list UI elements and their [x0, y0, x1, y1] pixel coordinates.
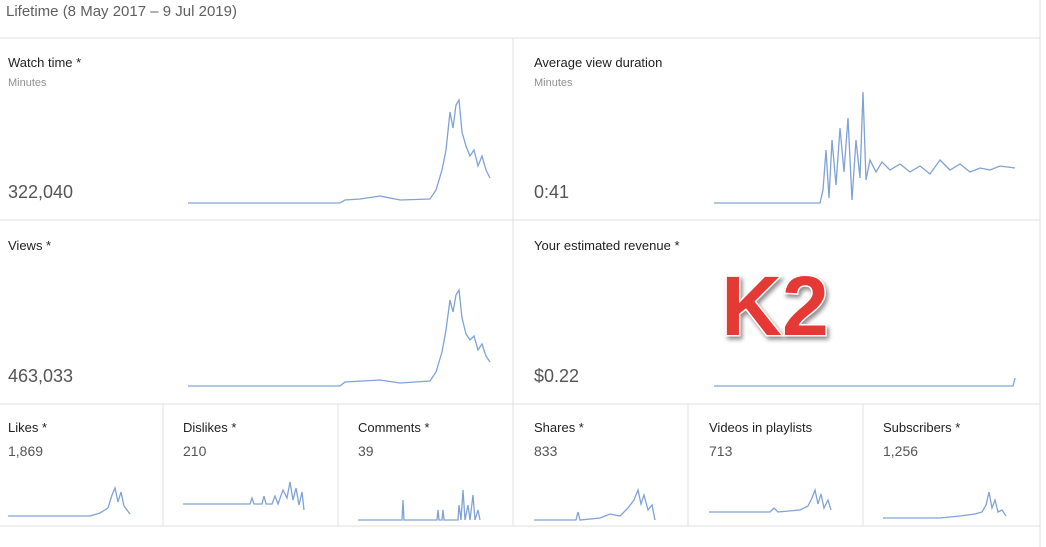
card-value: 0:41 — [534, 182, 569, 202]
sparkline — [534, 487, 656, 521]
card-title: Likes * — [8, 420, 47, 435]
sparkline — [183, 481, 305, 511]
card-title: Your estimated revenue * — [534, 238, 680, 253]
sparkline — [8, 485, 131, 517]
sparkline — [188, 97, 491, 204]
shares-card[interactable]: Shares * 833 — [534, 420, 656, 521]
subscribers-card[interactable]: Subscribers * 1,256 — [883, 420, 1007, 519]
views-card[interactable]: Views * 463,033 — [8, 238, 491, 387]
sparkline — [714, 91, 1016, 204]
card-title: Average view duration — [534, 55, 662, 70]
sparkline — [709, 487, 832, 513]
comments-card[interactable]: Comments * 39 — [358, 420, 481, 521]
card-title: Comments * — [358, 420, 430, 435]
avg-view-duration-card[interactable]: Average view duration Minutes 0:41 — [534, 55, 1016, 204]
sparkline — [883, 491, 1007, 519]
card-value: 1,869 — [8, 443, 43, 459]
likes-card[interactable]: Likes * 1,869 — [8, 420, 131, 517]
revenue-card[interactable]: Your estimated revenue * $0.22 — [534, 238, 1016, 387]
card-title: Dislikes * — [183, 420, 236, 435]
card-title: Watch time * — [8, 55, 81, 70]
dislikes-card[interactable]: Dislikes * 210 — [183, 420, 305, 511]
watch-time-card[interactable]: Watch time * Minutes 322,040 — [8, 55, 491, 204]
card-value: 463,033 — [8, 366, 73, 386]
card-unit: Minutes — [534, 77, 573, 89]
videos-in-playlists-card[interactable]: Videos in playlists 713 — [709, 420, 832, 513]
card-value: $0.22 — [534, 366, 579, 386]
card-value: 322,040 — [8, 182, 73, 202]
card-value: 1,256 — [883, 443, 918, 459]
card-unit: Minutes — [8, 77, 47, 89]
sparkline — [358, 489, 481, 521]
header-title: Lifetime (8 May 2017 – 9 Jul 2019) — [6, 3, 237, 20]
sparkline — [188, 288, 491, 387]
card-value: 210 — [183, 443, 207, 459]
card-title: Shares * — [534, 420, 584, 435]
card-title: Views * — [8, 238, 51, 253]
card-value: 833 — [534, 443, 558, 459]
overlay-label: K2 — [721, 259, 828, 353]
card-title: Subscribers * — [883, 420, 960, 435]
card-title: Videos in playlists — [709, 420, 813, 435]
card-value: 39 — [358, 443, 374, 459]
card-value: 713 — [709, 443, 733, 459]
sparkline — [714, 377, 1016, 387]
